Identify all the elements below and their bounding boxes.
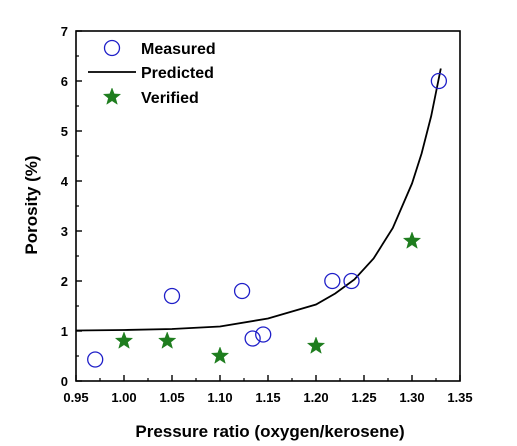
legend-verified-marker [102, 87, 122, 105]
measured-point [233, 282, 251, 300]
legend-measured-marker [103, 39, 121, 57]
legend-label-measured: Measured [141, 41, 216, 58]
verified-point [402, 231, 422, 249]
y-tick-label: 0 [61, 374, 68, 389]
verified-point [157, 331, 177, 349]
legend-label-verified: Verified [141, 90, 199, 107]
x-tick-label: 1.15 [255, 390, 280, 405]
y-tick-label: 1 [61, 324, 68, 339]
y-tick-label: 3 [61, 224, 68, 239]
measured-point [255, 326, 272, 343]
x-tick-label: 0.95 [63, 390, 88, 405]
x-tick-label: 1.35 [447, 390, 472, 405]
y-tick-label: 4 [61, 174, 69, 189]
y-tick-label: 5 [61, 124, 68, 139]
y-tick-label: 6 [61, 74, 68, 89]
x-tick-label: 1.10 [207, 390, 232, 405]
predicted-curve-layer [75, 68, 442, 332]
x-tick-label: 1.00 [111, 390, 136, 405]
predicted-curve [75, 68, 442, 332]
measured-point [430, 72, 448, 90]
axes: 0.95 1.00 1.05 1.10 1.15 1.20 1.25 1.30 1.35 0 1 2 3… [61, 24, 473, 405]
measured-point [87, 351, 104, 368]
legend-label-predicted: Predicted [141, 65, 214, 82]
verified-point [210, 346, 230, 364]
x-axis-title: Pressure ratio (oxygen/kerosene) [135, 422, 404, 441]
measured-point [343, 272, 360, 290]
x-tick-label: 1.25 [351, 390, 376, 405]
x-tick-label: 1.05 [159, 390, 184, 405]
y-tick-label: 2 [61, 274, 68, 289]
x-tick-label: 1.30 [399, 390, 424, 405]
y-tick-label: 7 [61, 24, 68, 39]
measured-point [244, 330, 261, 347]
x-tick-label: 1.20 [303, 390, 328, 405]
marker-layer [87, 72, 448, 368]
measured-point [163, 287, 181, 305]
verified-point [306, 336, 326, 354]
legend: Measured Predicted Verified [88, 39, 216, 107]
measured-point [324, 272, 341, 290]
y-axis-title: Porosity (%) [22, 155, 41, 254]
verified-point [114, 331, 134, 349]
